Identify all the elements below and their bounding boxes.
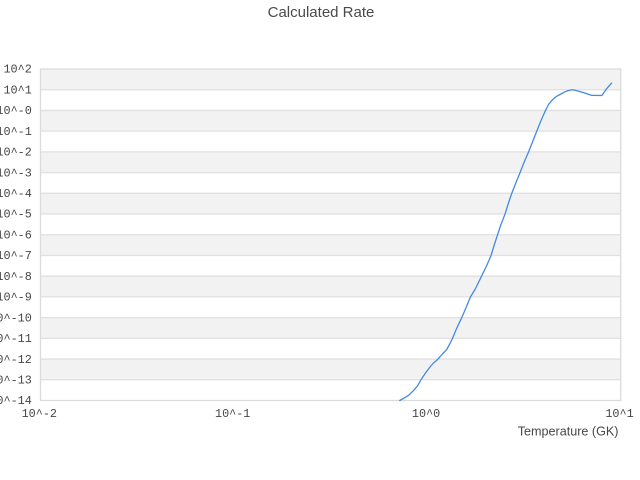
- svg-text:10^-7: 10^-7: [0, 249, 32, 263]
- svg-text:10^-5: 10^-5: [0, 208, 32, 222]
- svg-text:10^-6: 10^-6: [0, 228, 32, 242]
- svg-text:10^-11: 10^-11: [0, 332, 32, 346]
- svg-text:10^-3: 10^-3: [0, 166, 32, 180]
- svg-text:10^-4: 10^-4: [0, 187, 32, 201]
- svg-text:10^-14: 10^-14: [0, 394, 32, 408]
- svg-text:10^-1: 10^-1: [0, 125, 32, 139]
- svg-text:Temperature (GK): Temperature (GK): [518, 425, 619, 439]
- svg-text:10^-2: 10^-2: [22, 407, 57, 421]
- svg-text:10^0: 10^0: [412, 407, 440, 421]
- svg-text:10^-10: 10^-10: [0, 311, 32, 325]
- svg-text:10^2: 10^2: [3, 63, 31, 77]
- svg-text:10^-12: 10^-12: [0, 353, 32, 367]
- svg-text:10^-13: 10^-13: [0, 373, 32, 387]
- svg-text:10^-0: 10^-0: [0, 104, 32, 118]
- svg-text:10^1: 10^1: [605, 407, 633, 421]
- svg-text:Calculated Rate: Calculated Rate: [268, 4, 375, 21]
- svg-text:10^-9: 10^-9: [0, 291, 32, 305]
- svg-text:10^1: 10^1: [3, 83, 31, 97]
- svg-text:10^-2: 10^-2: [0, 146, 32, 160]
- svg-text:10^-1: 10^-1: [215, 407, 250, 421]
- svg-text:10^-8: 10^-8: [0, 270, 32, 284]
